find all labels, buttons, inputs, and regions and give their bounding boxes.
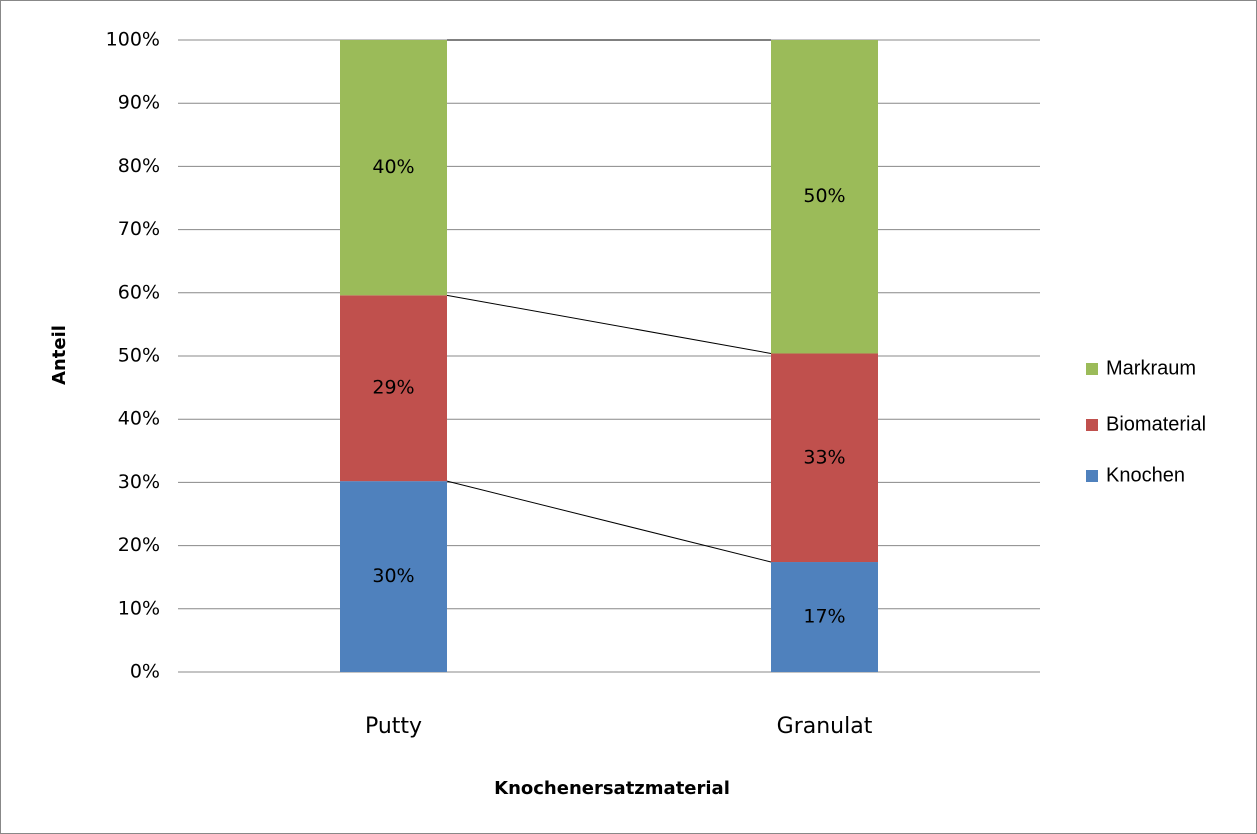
data-label: 50% xyxy=(803,185,845,207)
data-label: 17% xyxy=(803,606,845,628)
y-tick-label: 90% xyxy=(118,92,160,114)
y-axis-title: Anteil xyxy=(49,325,70,385)
x-tick-label: Putty xyxy=(365,714,422,739)
y-tick-label: 60% xyxy=(118,281,160,303)
y-tick-label: 30% xyxy=(118,471,160,493)
legend-swatch xyxy=(1086,470,1098,482)
bar-segment xyxy=(771,40,878,354)
y-tick-label: 10% xyxy=(118,597,160,619)
bar-segment xyxy=(340,481,447,672)
legend-label: Knochen xyxy=(1106,464,1185,486)
y-tick-label: 40% xyxy=(118,408,160,430)
bar-segment xyxy=(771,562,878,672)
bar-segment xyxy=(340,40,447,296)
data-label: 29% xyxy=(372,377,414,399)
data-label: 40% xyxy=(372,156,414,178)
series-line xyxy=(446,480,772,563)
legend-label: Biomaterial xyxy=(1106,413,1206,435)
y-tick-label: 70% xyxy=(118,218,160,240)
bar-segment xyxy=(340,295,447,482)
y-tick-label: 100% xyxy=(106,29,160,51)
legend-swatch xyxy=(1086,419,1098,431)
y-tick-label: 20% xyxy=(118,534,160,556)
data-label: 33% xyxy=(803,446,845,468)
x-tick-label: Granulat xyxy=(777,714,873,739)
bar-segment xyxy=(771,353,878,563)
y-tick-label: 50% xyxy=(118,345,160,367)
x-axis-title: Knochenersatzmaterial xyxy=(494,778,730,799)
legend-swatch xyxy=(1086,363,1098,375)
data-label: 30% xyxy=(372,565,414,587)
legend-label: Markraum xyxy=(1106,357,1196,379)
y-tick-label: 80% xyxy=(118,155,160,177)
series-line xyxy=(446,294,772,354)
y-tick-label: 0% xyxy=(130,661,160,683)
